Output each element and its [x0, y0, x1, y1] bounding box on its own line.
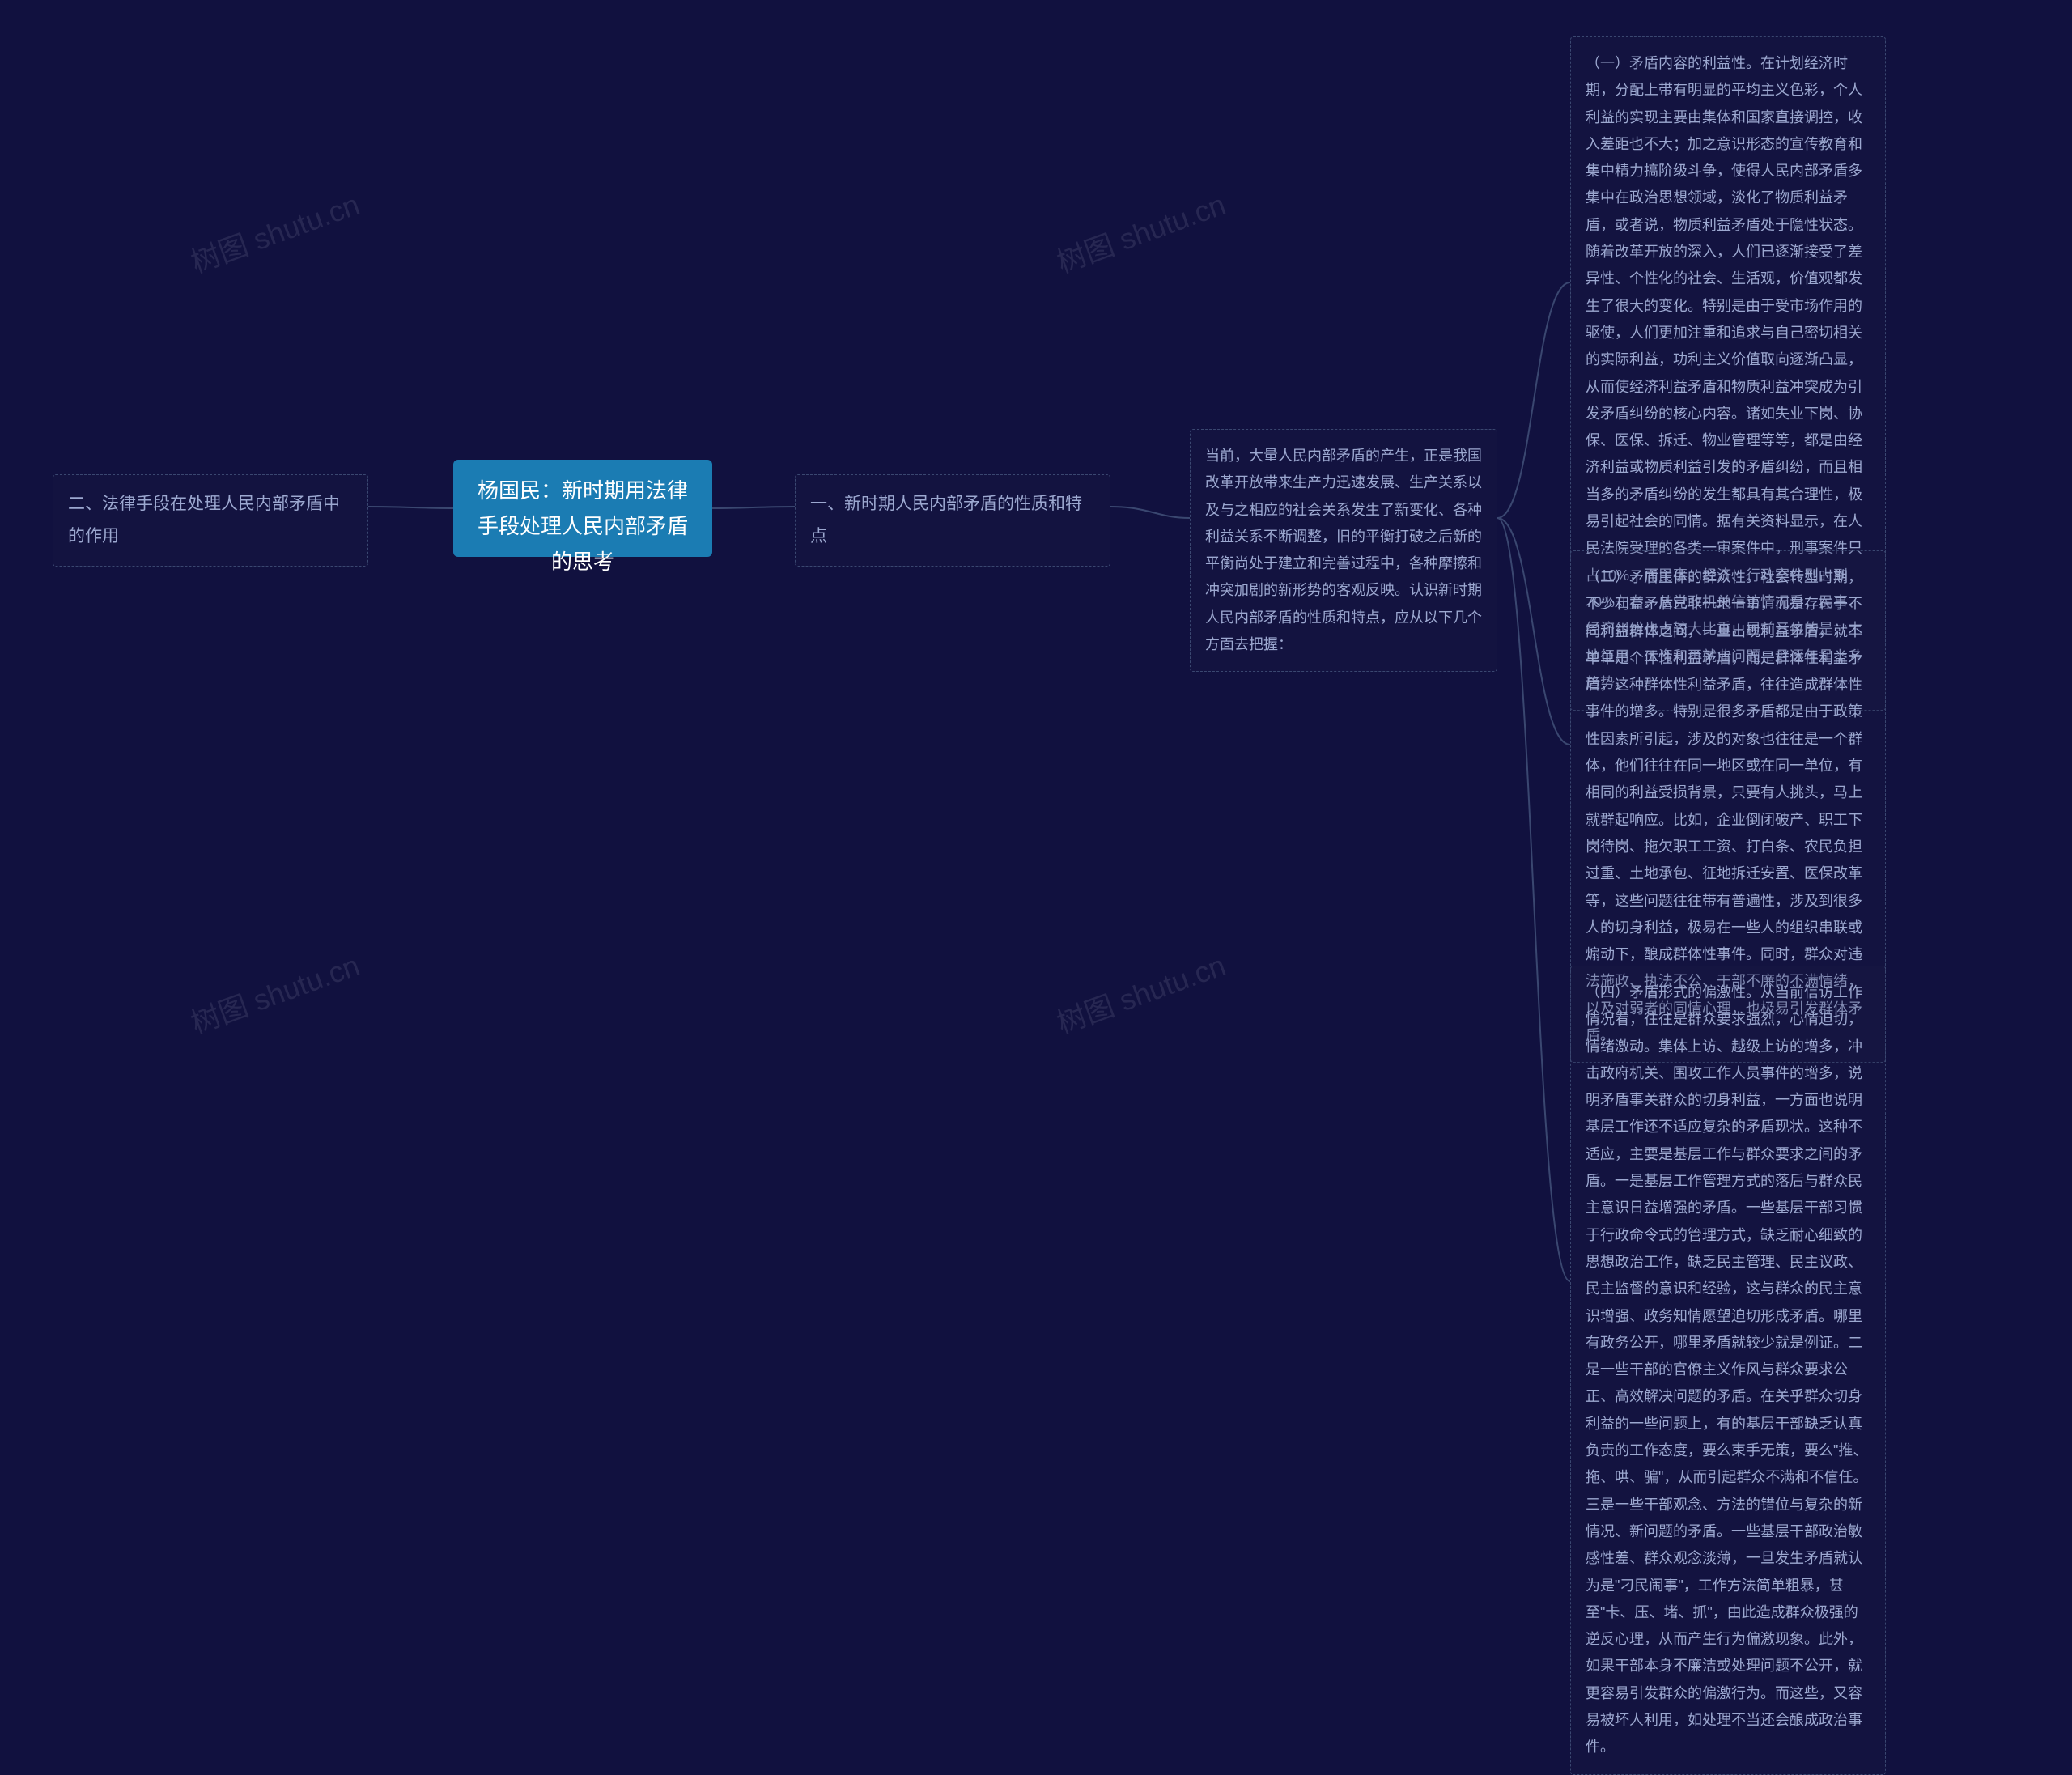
branch-right-intro[interactable]: 当前，大量人民内部矛盾的产生，正是我国改革开放带来生产力迅速发展、生产关系以及与…	[1190, 429, 1497, 672]
watermark: 树图 shutu.cn	[185, 942, 365, 1042]
watermark: 树图 shutu.cn	[1051, 181, 1231, 281]
leaf-4[interactable]: （四）矛盾形式的偏激性。从当前信访工作情况看，往往是群众要求强烈，心情迫切，情绪…	[1570, 966, 1886, 1775]
watermark: 树图 shutu.cn	[1051, 942, 1231, 1042]
watermark: 树图 shutu.cn	[185, 181, 365, 281]
branch-right-main[interactable]: 一、新时期人民内部矛盾的性质和特点	[795, 474, 1110, 567]
root-node[interactable]: 杨国民：新时期用法律手段处理人民内部矛盾的思考	[453, 460, 712, 557]
mindmap-canvas: 树图 shutu.cn 树图 shutu.cn 树图 shutu.cn 树图 s…	[0, 0, 2072, 1707]
branch-left[interactable]: 二、法律手段在处理人民内部矛盾中的作用	[53, 474, 368, 567]
